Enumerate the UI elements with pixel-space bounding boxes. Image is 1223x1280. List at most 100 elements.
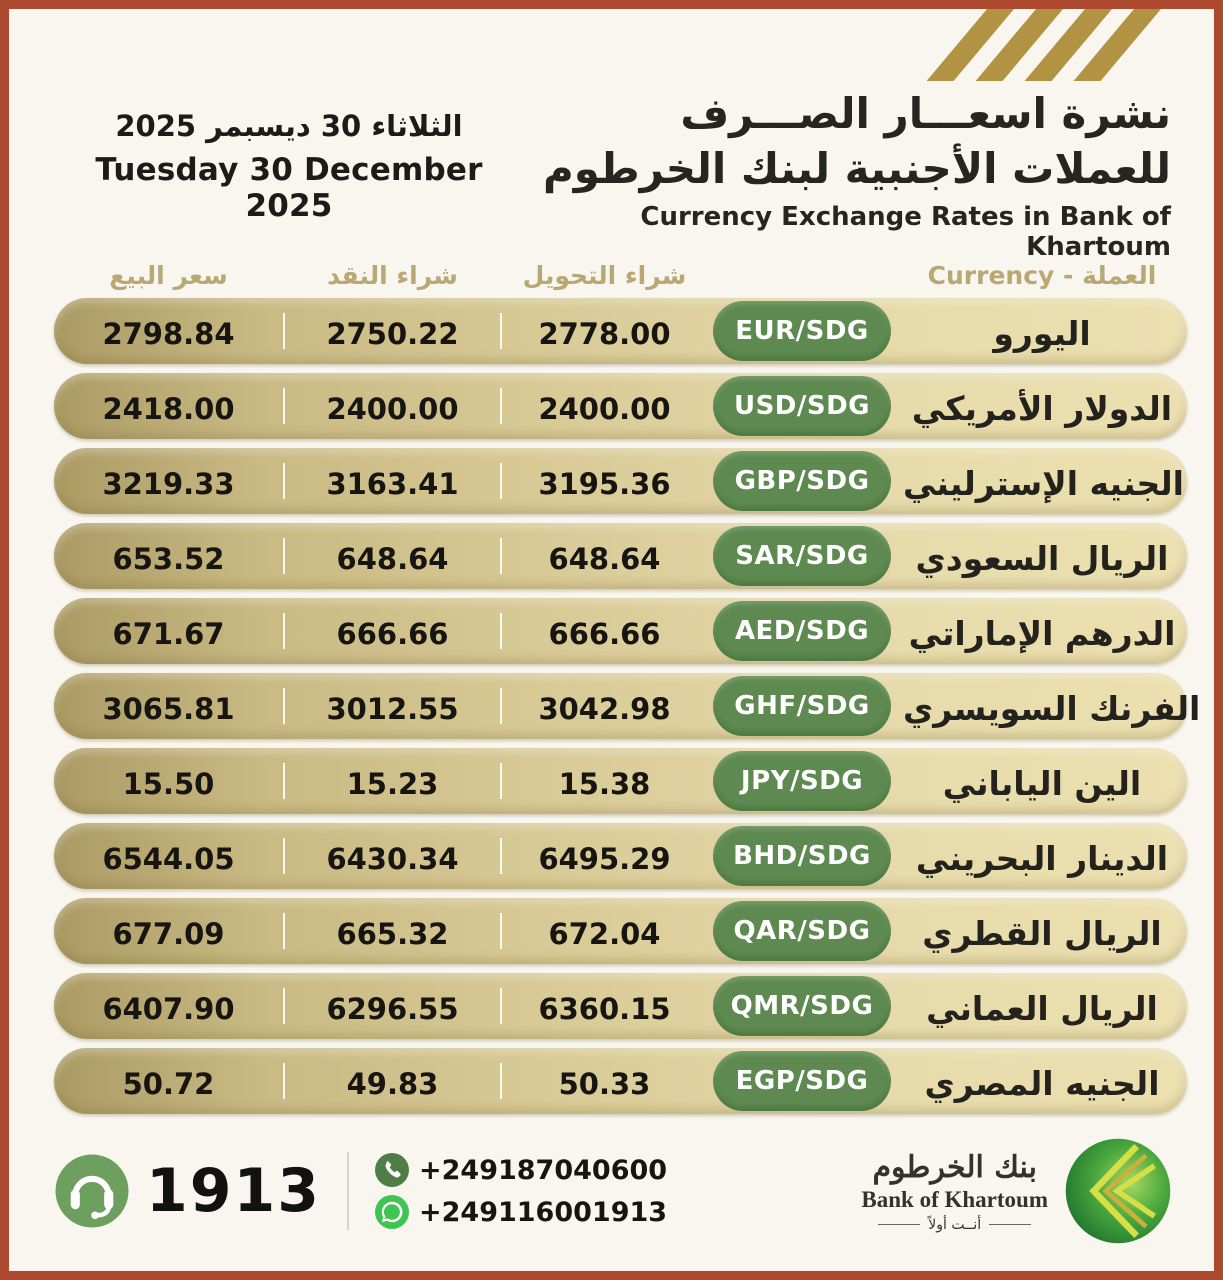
currency-name-arabic: الريال السعودي — [915, 538, 1169, 578]
rate-row: 677.09 665.32 672.04 QAR/SDG الريال القط… — [54, 898, 1187, 964]
currency-code-badge: JPY/SDG — [713, 751, 891, 811]
title-english: Currency Exchange Rates in Bank of Khart… — [640, 202, 1171, 263]
rate-row: 6544.05 6430.34 6495.29 BHD/SDG الدينار … — [54, 823, 1187, 889]
transfer-buy-price: 2778.00 — [538, 317, 671, 351]
column-divider — [283, 688, 285, 724]
date-english: Tuesday 30 December 2025 — [95, 152, 483, 224]
transfer-buy-price: 6360.15 — [538, 992, 671, 1026]
cash-buy-price: 648.64 — [336, 542, 449, 576]
column-divider — [500, 688, 502, 724]
whatsapp-number: +249116001913 — [419, 1196, 668, 1228]
currency-name-arabic: اليورو — [993, 313, 1091, 353]
header-cash-buy: شراء النقد — [327, 260, 458, 290]
bank-name-arabic: بنك الخرطوم — [872, 1149, 1037, 1185]
column-divider — [283, 463, 285, 499]
table-header-row: سعر البيع شراء النقد شراء التحويل العملة… — [54, 252, 1187, 298]
cash-buy-price: 666.66 — [336, 617, 449, 651]
bank-name-english: Bank of Khartoum — [861, 1186, 1048, 1212]
column-divider — [500, 838, 502, 874]
header: الثلاثاء 30 ديسبمر 2025 Tuesday 30 Decem… — [54, 87, 1171, 262]
column-divider — [283, 388, 285, 424]
rate-row: 50.72 49.83 50.33 EGP/SDG الجنيه المصري — [54, 1048, 1187, 1114]
currency-code-badge: GBP/SDG — [713, 451, 891, 511]
rates-table: سعر البيع شراء النقد شراء التحويل العملة… — [54, 252, 1200, 1123]
currency-name-arabic: الجنيه المصري — [924, 1063, 1160, 1103]
rate-row: 6407.90 6296.55 6360.15 QMR/SDG الريال ا… — [54, 973, 1187, 1039]
rates-table-body: 2798.84 2750.22 2778.00 EUR/SDG اليورو 2… — [54, 298, 1200, 1114]
transfer-buy-price: 672.04 — [548, 917, 661, 951]
sell-price: 653.52 — [112, 542, 225, 576]
cash-buy-price: 49.83 — [346, 1067, 439, 1101]
sell-price: 6407.90 — [102, 992, 235, 1026]
bank-logo-text: بنك الخرطوم Bank of Khartoum أنــت أولاً — [861, 1150, 1048, 1233]
currency-code-badge: QAR/SDG — [713, 901, 891, 961]
column-divider — [283, 313, 285, 349]
phone-icon — [375, 1153, 409, 1187]
sell-price: 3219.33 — [102, 467, 235, 501]
currency-name-arabic: الريال القطري — [922, 913, 1162, 953]
title-block: نشرة اسعـــار الصـــرف للعملات الأجنبية … — [531, 87, 1171, 262]
sell-price: 3065.81 — [102, 692, 235, 726]
column-divider — [283, 838, 285, 874]
transfer-buy-price: 666.66 — [548, 617, 661, 651]
sell-price: 50.72 — [122, 1067, 215, 1101]
gold-stripes-decoration — [926, 9, 1162, 81]
header-currency: العملة - Currency — [927, 260, 1157, 290]
date-arabic: الثلاثاء 30 ديسبمر 2025 — [115, 109, 463, 143]
date-block: الثلاثاء 30 ديسبمر 2025 Tuesday 30 Decem… — [54, 109, 524, 224]
whatsapp-row: +249116001913 — [375, 1195, 667, 1229]
column-divider — [283, 538, 285, 574]
column-divider — [283, 613, 285, 649]
transfer-buy-price: 15.38 — [558, 767, 651, 801]
column-divider — [283, 988, 285, 1024]
sell-price: 6544.05 — [102, 842, 235, 876]
currency-code-badge: AED/SDG — [713, 601, 891, 661]
column-divider — [283, 913, 285, 949]
rate-row: 2418.00 2400.00 2400.00 USD/SDG الدولار … — [54, 373, 1187, 439]
transfer-buy-price: 3195.36 — [538, 467, 671, 501]
phone-list: +249187040600 +249116001913 — [375, 1153, 667, 1229]
currency-code-badge: EUR/SDG — [713, 301, 891, 361]
bank-tagline: أنــت أولاً — [861, 1217, 1048, 1233]
rate-row: 3065.81 3012.55 3042.98 GHF/SDG الفرنك ا… — [54, 673, 1200, 739]
transfer-buy-price: 6495.29 — [538, 842, 671, 876]
transfer-buy-price: 50.33 — [558, 1067, 651, 1101]
column-divider — [500, 1063, 502, 1099]
column-divider — [500, 613, 502, 649]
rate-row: 653.52 648.64 648.64 SAR/SDG الريال السع… — [54, 523, 1187, 589]
sell-price: 671.67 — [112, 617, 225, 651]
cash-buy-price: 2400.00 — [326, 392, 459, 426]
column-divider — [500, 538, 502, 574]
cash-buy-price: 15.23 — [346, 767, 439, 801]
contact-block: 1913 +249187040600 +2491160019 — [54, 1152, 667, 1230]
currency-name-arabic: الفرنك السويسري — [903, 688, 1201, 728]
rate-row: 2798.84 2750.22 2778.00 EUR/SDG اليورو — [54, 298, 1187, 364]
sell-price: 2418.00 — [102, 392, 235, 426]
transfer-buy-price: 3042.98 — [538, 692, 671, 726]
currency-name-arabic: الجنيه الإسترليني — [903, 463, 1184, 503]
column-divider — [500, 988, 502, 1024]
sell-price: 15.50 — [122, 767, 215, 801]
bank-tagline-text: أنــت أولاً — [928, 1216, 982, 1233]
rate-row: 671.67 666.66 666.66 AED/SDG الدرهم الإم… — [54, 598, 1187, 664]
headset-icon — [55, 1154, 129, 1228]
whatsapp-icon — [375, 1195, 409, 1229]
bank-logo: بنك الخرطوم Bank of Khartoum أنــت أولاً — [861, 1135, 1174, 1247]
column-divider — [500, 463, 502, 499]
column-divider — [500, 388, 502, 424]
rate-row: 3219.33 3163.41 3195.36 GBP/SDG الجنيه ا… — [54, 448, 1187, 514]
currency-code-badge: USD/SDG — [713, 376, 891, 436]
hotline-number: 1913 — [146, 1156, 321, 1226]
sell-price: 2798.84 — [102, 317, 235, 351]
column-divider — [283, 763, 285, 799]
currency-name-arabic: الدينار البحريني — [915, 838, 1169, 878]
contact-divider — [347, 1152, 349, 1230]
phone-number: +249187040600 — [419, 1154, 668, 1186]
transfer-buy-price: 2400.00 — [538, 392, 671, 426]
sell-price: 677.09 — [112, 917, 225, 951]
cash-buy-price: 6430.34 — [326, 842, 459, 876]
cash-buy-price: 2750.22 — [326, 317, 459, 351]
column-divider — [500, 763, 502, 799]
currency-code-badge: SAR/SDG — [713, 526, 891, 586]
